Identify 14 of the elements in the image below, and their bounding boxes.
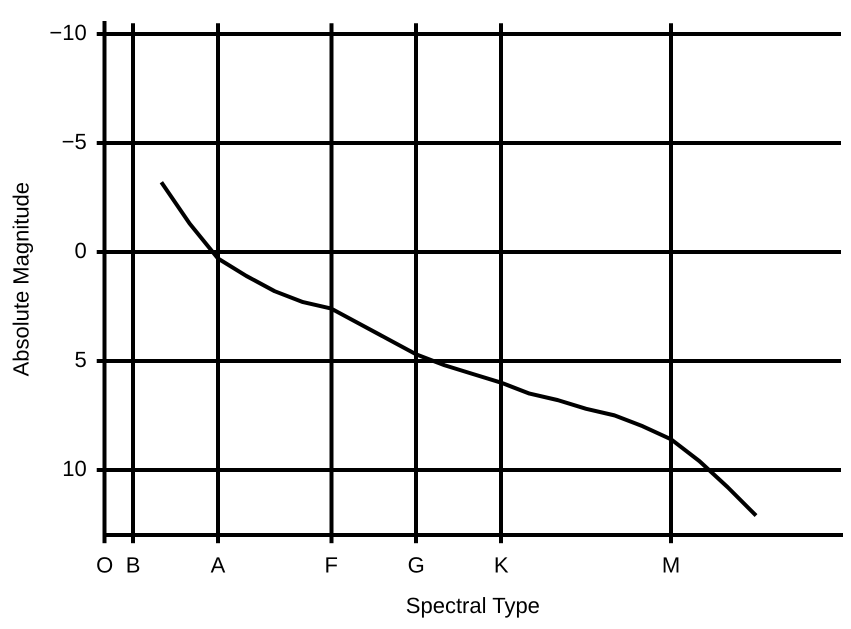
x-tick-label: F <box>324 552 338 578</box>
x-axis-title: Spectral Type <box>406 592 540 618</box>
x-tick-label: M <box>662 552 680 578</box>
y-tick-label: −10 <box>49 20 87 46</box>
y-axis-title: Absolute Magnitude <box>8 182 34 376</box>
y-tick-label: 10 <box>62 456 87 481</box>
x-tick-label: K <box>494 552 509 578</box>
x-tick-label: A <box>210 552 226 578</box>
y-tick-label: −5 <box>62 129 87 154</box>
x-tick-label: G <box>408 552 425 578</box>
x-tick-label: O <box>96 552 114 578</box>
x-tick-label: B <box>126 552 140 578</box>
y-tick-label: 0 <box>74 238 87 264</box>
y-tick-label: 5 <box>74 346 87 372</box>
